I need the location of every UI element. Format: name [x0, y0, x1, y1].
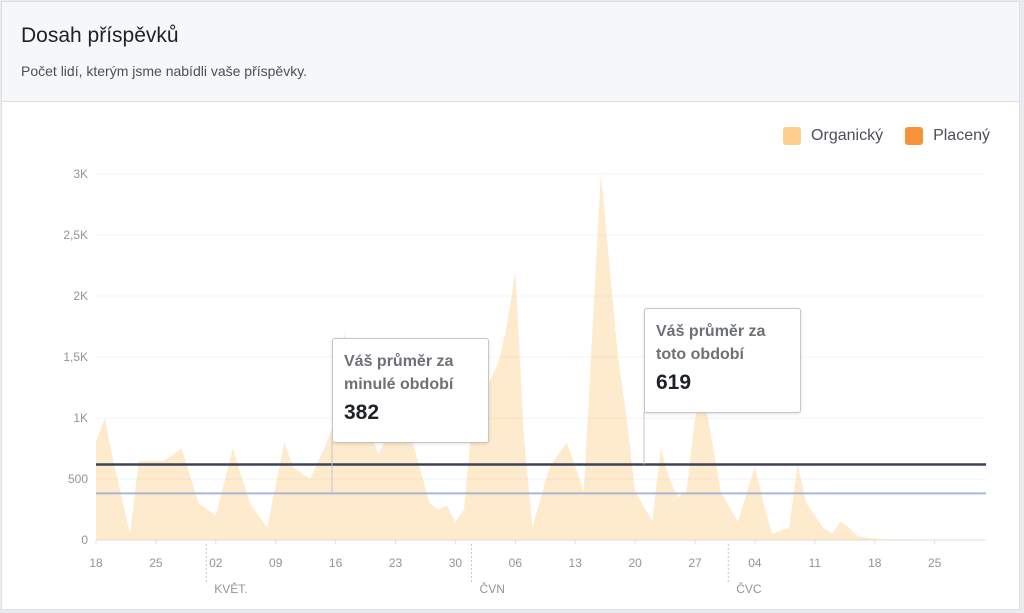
callout-previous-text: Váš průměr za minulé období: [344, 353, 454, 393]
card-header: Dosah příspěvků Počet lidí, kterým jsme …: [2, 2, 1019, 102]
chart-grid: [96, 173, 986, 541]
page-title: Dosah příspěvků: [21, 24, 179, 47]
y-tick-label: 2K: [73, 289, 88, 303]
area-organic: [96, 174, 986, 540]
x-tick-label: 27: [688, 556, 702, 570]
x-tick-label: 18: [868, 556, 882, 570]
x-tick-label: 04: [748, 556, 762, 570]
x-tick-label: 30: [449, 556, 463, 570]
y-axis: 0 500 1K 1,5K 2K 2,5K 3K: [63, 167, 88, 547]
x-tick-label: 25: [149, 556, 163, 570]
legend-swatch-paid: [905, 127, 924, 145]
x-tick-label: 20: [628, 556, 642, 570]
legend-label-paid: Placený: [933, 127, 990, 144]
chart-areas: [96, 174, 986, 540]
y-tick-label: 500: [68, 472, 88, 486]
x-tick-label: 18: [89, 556, 103, 570]
month-label: ČVC: [736, 581, 762, 596]
legend-item-paid[interactable]: Placený: [905, 127, 990, 145]
x-tick-label: 25: [928, 556, 942, 570]
callout-current-value: 619: [656, 371, 692, 394]
x-tick-label: 16: [329, 556, 343, 570]
x-tick-label: 09: [269, 556, 283, 570]
legend-label-organic: Organický: [811, 127, 884, 144]
legend-item-organic[interactable]: Organický: [783, 127, 883, 145]
x-tick-label: 06: [509, 556, 523, 570]
x-tick-label: 02: [209, 556, 223, 570]
month-label: ČVN: [480, 581, 505, 596]
page-subtitle: Počet lidí, kterým jsme nabídli vaše pří…: [21, 63, 308, 79]
y-tick-label: 0: [81, 533, 88, 547]
callout-previous-average: Váš průměr za minulé období 382: [332, 338, 489, 443]
x-tick-label: 23: [389, 556, 403, 570]
y-tick-label: 1K: [73, 411, 88, 425]
y-tick-label: 2,5K: [63, 228, 88, 242]
x-tick-label: 13: [569, 556, 583, 570]
legend-swatch-organic: [783, 127, 802, 145]
chart-legend: Organický Placený: [761, 127, 990, 145]
x-axis: 18 25 02 09 16 23 30 06 13 20 27 04 11 18 25 KVĚT. ČVN ČV…: [89, 540, 942, 596]
average-lines: [96, 463, 986, 495]
y-tick-label: 3K: [73, 167, 88, 181]
month-label: KVĚT.: [214, 581, 247, 596]
x-tick-label: 11: [809, 556, 822, 570]
callout-current-average: Váš průměr za toto období 619: [644, 308, 801, 413]
callout-previous-value: 382: [344, 401, 380, 424]
callout-pointers: [331, 412, 645, 494]
callout-current-text: Váš průměr za toto období: [656, 323, 766, 363]
y-tick-label: 1,5K: [63, 350, 88, 364]
